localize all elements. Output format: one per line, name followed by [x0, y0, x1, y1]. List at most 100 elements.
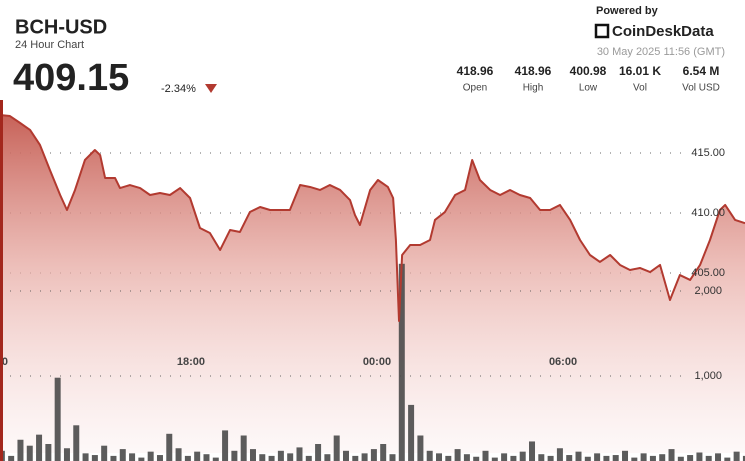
stat-label: Vol USD [682, 83, 720, 94]
stat-value: 418.96 [515, 64, 552, 78]
volume-bar [240, 435, 247, 461]
volume-bar [352, 455, 359, 461]
timestamp: 30 May 2025 11:56 (GMT) [597, 46, 725, 58]
price: 409.15 [13, 57, 129, 99]
volume-bar [184, 455, 191, 461]
volume-bar [631, 457, 638, 461]
volume-bar [538, 454, 545, 461]
volume-bar [361, 453, 368, 461]
volume-bar [315, 444, 322, 461]
volume-bar [138, 457, 145, 461]
volume-bar [677, 456, 684, 461]
symbol: BCH-USD [15, 16, 107, 38]
left-border [0, 100, 3, 461]
price-line [0, 113, 745, 322]
volume-bar [473, 456, 480, 461]
volume-bar [724, 457, 731, 461]
volume-bar [603, 455, 610, 461]
volume-bar [26, 445, 33, 461]
stat-value: 418.96 [457, 64, 494, 78]
layer-back [0, 114, 745, 454]
y-tick-label: 415.00 [691, 147, 725, 159]
layer-mid [0, 263, 745, 461]
volume-bar [547, 455, 554, 461]
change: -2.34% [161, 83, 196, 95]
volume-bar [17, 439, 24, 461]
x-tick-label: 06:00 [549, 356, 577, 368]
volume-bar [268, 455, 275, 461]
volume-bar [463, 454, 470, 461]
volume-bar [277, 450, 284, 461]
volume-bar [259, 454, 266, 461]
volume-bar [408, 404, 415, 461]
volume-bar [333, 435, 340, 461]
volume-bar [73, 425, 80, 461]
volume-bar [398, 263, 405, 461]
volume-bar [91, 455, 98, 461]
x-tick-label: 18:00 [177, 356, 205, 368]
volume-bar [659, 454, 666, 461]
volume-bar [324, 454, 331, 461]
volume-bar [370, 449, 377, 461]
volume-bar [519, 451, 526, 461]
x-tick-label: 0 [2, 356, 8, 368]
volume-bar [36, 434, 43, 461]
volume-bar [82, 453, 89, 461]
volume-bar [501, 453, 508, 461]
volume-bar [649, 455, 656, 461]
volume-bar [584, 456, 591, 461]
volume-bar [380, 444, 387, 461]
volume-bar [101, 445, 108, 461]
volume-bar [556, 448, 563, 461]
stat-value: 16.01 K [619, 64, 661, 78]
volume-bar [287, 453, 294, 461]
volume-bar [175, 448, 182, 461]
volume-bar [715, 453, 722, 461]
volume-bar [640, 453, 647, 461]
brand-icon [594, 23, 610, 39]
stats-labels: Open High Low Vol Vol USD [463, 83, 720, 94]
stat-label: Vol [633, 83, 647, 94]
volume-bar [212, 457, 219, 461]
volume-bar [566, 455, 573, 461]
brand: CoinDeskData [612, 23, 714, 40]
volume-bar [622, 450, 629, 461]
volume-bar [8, 455, 15, 461]
stats-values: 418.96 418.96 400.98 16.01 K 6.54 M [457, 64, 720, 78]
volume-bar [249, 449, 256, 461]
price-area [0, 114, 745, 454]
plot-area: 405.00 410.00 415.00 0 18:00 00:00 06:00 1,000 2… [0, 113, 745, 461]
volume-bar [389, 454, 396, 461]
y-tick-label: 2,000 [694, 285, 722, 297]
volume-bar [612, 455, 619, 461]
volume-bar [454, 449, 461, 461]
volume-bar [166, 433, 173, 461]
volume-bar [482, 450, 489, 461]
stat-value: 400.98 [570, 64, 607, 78]
stat-label: High [523, 83, 544, 94]
volume-bar [203, 454, 210, 461]
layer-labels: 405.00 410.00 415.00 0 18:00 00:00 06:00 1,000 2… [2, 147, 725, 382]
volume-bar [705, 455, 712, 461]
volume-bar [491, 457, 498, 461]
x-tick-label: 00:00 [363, 356, 391, 368]
y-tick-label: 410.00 [691, 207, 725, 219]
volume-bar [110, 455, 117, 461]
volume-bar [45, 444, 52, 461]
volume-bar [63, 448, 70, 461]
volume-bar [296, 447, 303, 461]
volume-bar [668, 449, 675, 461]
volume-bar [417, 435, 424, 461]
down-arrow [205, 84, 217, 93]
y-tick-label: 1,000 [694, 370, 722, 382]
volume-bar [426, 450, 433, 461]
layer-front [0, 113, 745, 322]
stat-value: 6.54 M [683, 64, 720, 78]
volume-bar [54, 377, 61, 461]
volume-bar [436, 453, 443, 461]
subtitle: 24 Hour Chart [15, 39, 84, 51]
volume-bar [305, 455, 312, 461]
volume-bar [510, 455, 517, 461]
